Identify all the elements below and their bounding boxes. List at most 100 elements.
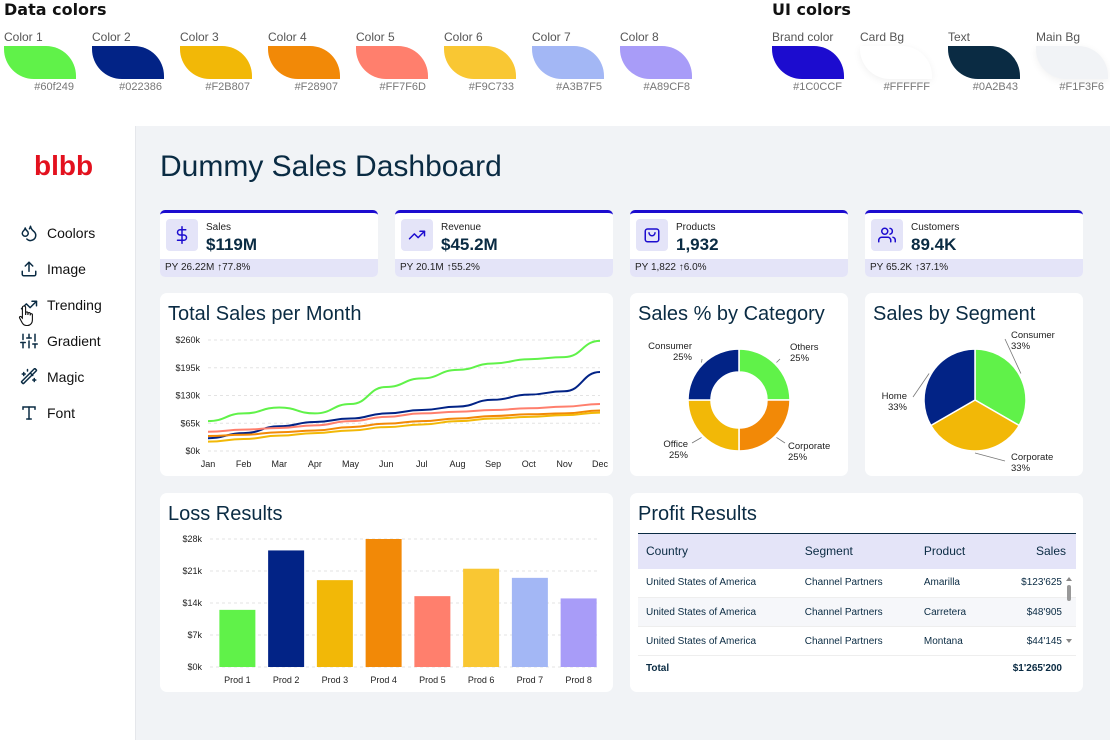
- dashboard-app: blbb Coolors Image Trending Gradient Mag…: [4, 126, 1110, 740]
- total-label: Total: [646, 663, 670, 675]
- swatch-data-3[interactable]: Color 3 #F2B807: [180, 30, 252, 93]
- swatch-chip: [532, 46, 604, 79]
- swatch-data-6[interactable]: Color 6 #F9C733: [444, 30, 516, 93]
- table-scrollbar[interactable]: [1066, 577, 1072, 643]
- data-colors-title: Data colors: [4, 0, 107, 19]
- y-tick-label: $21k: [182, 566, 202, 576]
- kpi-card-sales[interactable]: Sales $119M PY 26.22M ↑77.8%: [160, 210, 378, 277]
- swatch-hex: #FF7F6D: [379, 81, 426, 93]
- kpi-card-revenue[interactable]: Revenue $45.2M PY 20.1M ↑55.2%: [395, 210, 613, 277]
- sidebar-item-magic[interactable]: Magic: [20, 364, 84, 390]
- swatch-hex: #FFFFFF: [883, 81, 930, 93]
- kpi-card-products[interactable]: Products 1,932 PY 1,822 ↑6.0%: [630, 210, 848, 277]
- swatch-chip: [4, 46, 76, 79]
- x-tick-label: Dec: [592, 459, 609, 469]
- sidebar-item-image[interactable]: Image: [20, 256, 86, 282]
- table-row[interactable]: United States of America Channel Partner…: [638, 626, 1076, 656]
- pie-slice: [687, 348, 740, 401]
- swatch-ui-2[interactable]: Card Bg #FFFFFF: [860, 30, 932, 93]
- leader-line: [776, 437, 786, 444]
- table-title: Profit Results: [638, 503, 757, 525]
- scroll-down-icon: [1066, 639, 1072, 643]
- y-tick-label: $195k: [175, 363, 200, 373]
- sidebar-item-font[interactable]: Font: [20, 400, 75, 426]
- y-tick-label: $28k: [182, 534, 202, 544]
- swatch-chip: [860, 46, 932, 79]
- swatch-chip: [1036, 46, 1108, 79]
- donut-chart: Others25%Corporate25%Office25%Consumer25…: [648, 341, 830, 463]
- swatch-name: Color 4: [268, 30, 307, 44]
- logo-text: blbb: [34, 152, 93, 180]
- series-line: [207, 403, 601, 433]
- table-row[interactable]: United States of America Channel Partner…: [638, 597, 1076, 627]
- sidebar-item-label: Coolors: [47, 225, 96, 241]
- slice-pct-label: 25%: [673, 352, 693, 363]
- cell-sales: $44'145: [1004, 626, 1076, 656]
- pie-slice: [687, 399, 740, 452]
- chart-title: Loss Results: [168, 503, 283, 525]
- swatch-data-2[interactable]: Color 2 #022386: [92, 30, 164, 93]
- leader-line: [776, 358, 781, 363]
- x-tick-label: Apr: [308, 459, 322, 469]
- y-tick-label: $7k: [187, 630, 202, 640]
- total-value: $1'265'200: [1012, 663, 1062, 675]
- sidebar-item-gradient[interactable]: Gradient: [20, 328, 101, 354]
- kpi-value: $45.2M: [441, 235, 498, 254]
- table-total-row: Total $1'265'200: [638, 656, 1076, 682]
- bar: [268, 550, 305, 667]
- kpi-value: 1,932: [676, 235, 719, 254]
- swatch-chip: [772, 46, 844, 79]
- leader-line: [691, 437, 702, 444]
- column-header-product[interactable]: Product: [915, 533, 1005, 569]
- kpi-value: $119M: [206, 235, 258, 254]
- cell-product: Amarilla: [915, 568, 1005, 598]
- sidebar-item-label: Image: [47, 261, 86, 277]
- font-icon: [22, 406, 36, 420]
- swatch-chip: [356, 46, 428, 79]
- leader-line: [1004, 338, 1022, 374]
- x-tick-label: Aug: [449, 459, 465, 469]
- swatch-data-4[interactable]: Color 4 #F28907: [268, 30, 340, 93]
- sidebar-item-label: Font: [47, 405, 76, 421]
- table-row[interactable]: United States of America Channel Partner…: [638, 568, 1076, 598]
- sidebar-item-coolors[interactable]: Coolors: [20, 220, 95, 246]
- x-tick-label: Prod 1: [224, 675, 251, 685]
- column-header-sales[interactable]: Sales: [1004, 533, 1076, 569]
- swatch-data-5[interactable]: Color 5 #FF7F6D: [356, 30, 428, 93]
- slice-pct-label: 33%: [1011, 341, 1031, 352]
- chart-title: Sales by Segment: [873, 303, 1036, 325]
- cell-sales: $48'905: [1004, 597, 1076, 627]
- sidebar-item-label: Gradient: [47, 333, 101, 349]
- x-tick-label: Oct: [522, 459, 537, 469]
- x-tick-label: Mar: [272, 459, 288, 469]
- bar: [219, 609, 256, 667]
- swatch-ui-3[interactable]: Text #0A2B43: [948, 30, 1020, 93]
- bar-chart: $0k $7k $14k $21k $28k Prod 1 Prod 2 Prod 3 Prod…: [182, 534, 600, 685]
- series-line: [207, 409, 601, 438]
- kpi-prior-year: PY 65.2K ↑37.1%: [865, 259, 1083, 277]
- users-icon: [871, 219, 903, 251]
- swatch-chip: [948, 46, 1020, 79]
- kpi-label: Revenue: [441, 222, 482, 233]
- column-header-segment[interactable]: Segment: [796, 533, 916, 569]
- bar: [365, 539, 402, 667]
- swatch-data-8[interactable]: Color 8 #A89CF8: [620, 30, 692, 93]
- cell-country: United States of America: [638, 626, 797, 656]
- slice-pct-label: 25%: [669, 450, 689, 461]
- logo[interactable]: blbb: [34, 150, 104, 185]
- x-tick-label: Feb: [236, 459, 252, 469]
- y-tick-label: $14k: [182, 598, 202, 608]
- x-tick-label: Jan: [201, 459, 216, 469]
- swatch-ui-4[interactable]: Main Bg #F1F3F6: [1036, 30, 1108, 93]
- kpi-card-customers[interactable]: Customers 89.4K PY 65.2K ↑37.1%: [865, 210, 1083, 277]
- x-tick-label: Sep: [485, 459, 501, 469]
- column-header-country[interactable]: Country: [638, 533, 797, 569]
- x-tick-label: Prod 5: [419, 675, 446, 685]
- leader-line: [912, 373, 930, 398]
- cell-product: Carretera: [915, 597, 1005, 627]
- swatch-hex: #F2B807: [205, 81, 250, 93]
- swatch-data-7[interactable]: Color 7 #A3B7F5: [532, 30, 604, 93]
- swatch-data-1[interactable]: Color 1 #60f249: [4, 30, 76, 93]
- swatch-ui-1[interactable]: Brand color #1C0CCF: [772, 30, 844, 93]
- bar: [560, 598, 597, 667]
